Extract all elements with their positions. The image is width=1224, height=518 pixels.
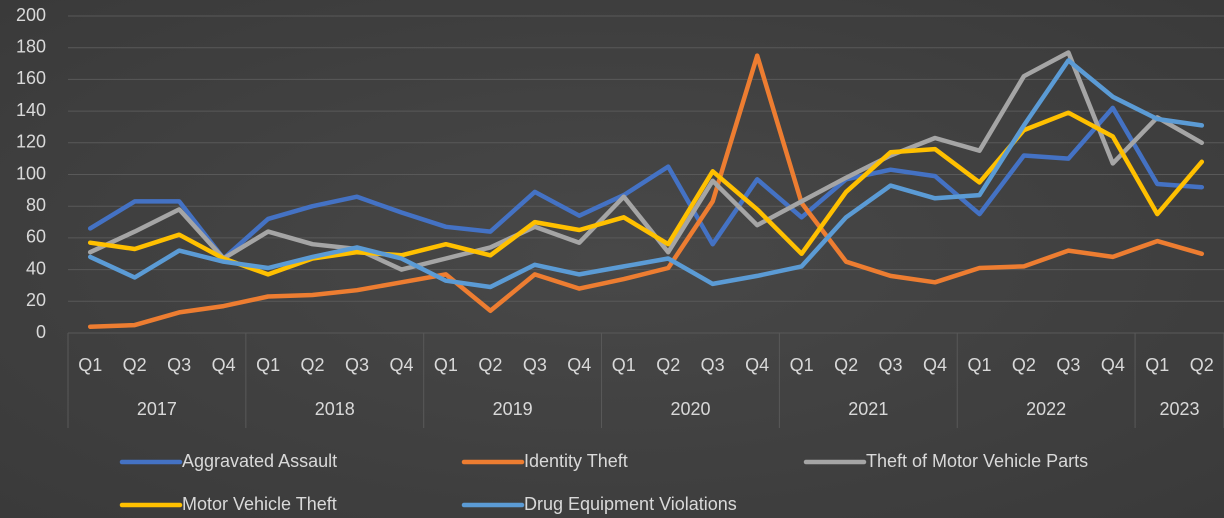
x-tick-label: Q1 <box>434 355 458 375</box>
x-tick-label: Q4 <box>745 355 769 375</box>
x-tick-label: Q4 <box>212 355 236 375</box>
x-tick-label: Q4 <box>567 355 591 375</box>
x-tick-label: Q2 <box>1012 355 1036 375</box>
x-tick-label: Q1 <box>790 355 814 375</box>
x-tick-label: Q2 <box>478 355 502 375</box>
x-tick-label: Q4 <box>389 355 413 375</box>
legend-label: Aggravated Assault <box>182 451 337 471</box>
y-tick-label: 140 <box>16 100 46 120</box>
x-tick-label: Q3 <box>879 355 903 375</box>
legend-label: Theft of Motor Vehicle Parts <box>866 451 1088 471</box>
x-tick-label: Q2 <box>656 355 680 375</box>
x-tick-label: Q1 <box>612 355 636 375</box>
x-tick-label: Q2 <box>1190 355 1214 375</box>
series-line <box>87 53 1205 329</box>
y-tick-label: 120 <box>16 132 46 152</box>
x-tick-label: Q2 <box>123 355 147 375</box>
x-tick-label: Q1 <box>1145 355 1169 375</box>
y-tick-label: 60 <box>26 227 46 247</box>
legend-label: Motor Vehicle Theft <box>182 494 337 514</box>
legend-label: Identity Theft <box>524 451 628 471</box>
x-tick-label: Q3 <box>1056 355 1080 375</box>
x-tick-label: Q3 <box>701 355 725 375</box>
x-tick-label: Q1 <box>78 355 102 375</box>
y-tick-label: 160 <box>16 68 46 88</box>
y-tick-label: 200 <box>16 5 46 25</box>
y-tick-label: 80 <box>26 195 46 215</box>
year-label: 2017 <box>137 399 177 419</box>
year-label: 2018 <box>315 399 355 419</box>
y-tick-label: 100 <box>16 163 46 183</box>
y-tick-label: 20 <box>26 290 46 310</box>
x-tick-label: Q3 <box>523 355 547 375</box>
series-line <box>87 105 1205 261</box>
year-label: 2020 <box>670 399 710 419</box>
series-line <box>87 50 1205 272</box>
y-tick-label: 40 <box>26 258 46 278</box>
series-line <box>87 58 1205 290</box>
x-tick-label: Q1 <box>967 355 991 375</box>
x-tick-label: Q4 <box>923 355 947 375</box>
legend-label: Drug Equipment Violations <box>524 494 737 514</box>
x-tick-label: Q3 <box>167 355 191 375</box>
x-tick-label: Q2 <box>834 355 858 375</box>
x-tick-label: Q4 <box>1101 355 1125 375</box>
year-label: 2021 <box>848 399 888 419</box>
year-label: 2019 <box>493 399 533 419</box>
x-tick-label: Q1 <box>256 355 280 375</box>
year-label: 2023 <box>1160 399 1200 419</box>
x-tick-label: Q2 <box>301 355 325 375</box>
y-tick-label: 180 <box>16 36 46 56</box>
series-line <box>87 110 1205 277</box>
x-tick-label: Q3 <box>345 355 369 375</box>
y-tick-label: 0 <box>36 322 46 342</box>
year-label: 2022 <box>1026 399 1066 419</box>
